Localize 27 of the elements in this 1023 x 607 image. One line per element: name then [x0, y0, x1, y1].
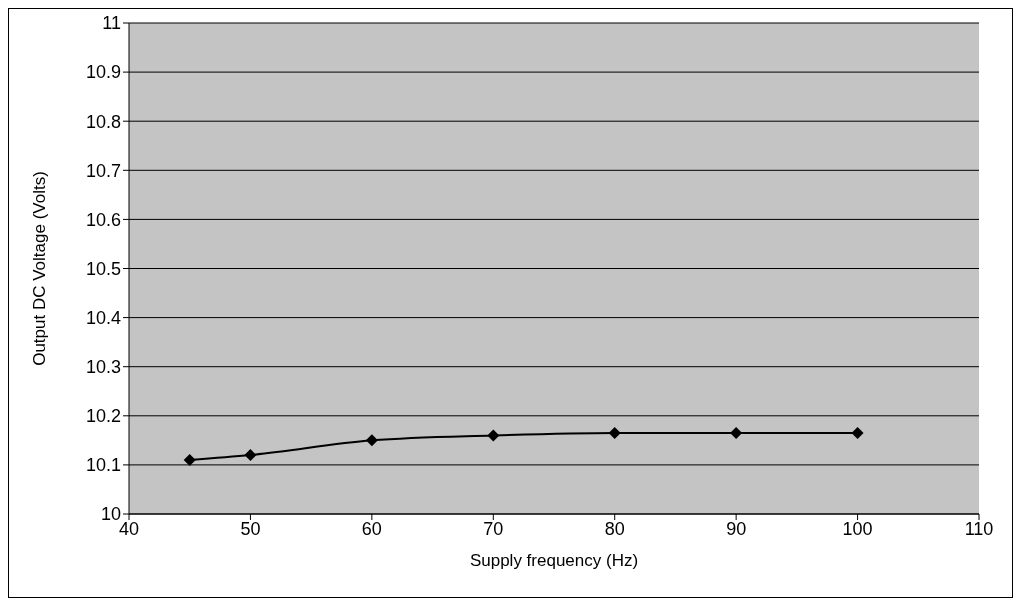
y-tick-label: 10.6	[85, 209, 121, 230]
x-tick-label: 80	[604, 518, 625, 539]
y-tick-label: 10.7	[85, 160, 121, 181]
x-tick-label: 110	[964, 518, 994, 539]
x-tick-label: 40	[118, 518, 140, 539]
y-tick-label: 10.3	[85, 357, 121, 378]
y-tick-label: 11	[102, 13, 121, 34]
x-axis-title: Supply frequency (Hz)	[469, 551, 639, 570]
y-tick-label: 10.5	[85, 258, 121, 279]
y-tick-label: 10.1	[85, 455, 121, 476]
x-tick-label: 70	[483, 518, 504, 539]
y-axis-title: Output DC Voltage (Volts)	[30, 171, 50, 366]
y-tick-label: 10.8	[85, 111, 121, 132]
y-tick-label: 10.9	[85, 62, 121, 83]
x-tick-label: 50	[240, 518, 261, 539]
point	[608, 426, 621, 439]
point	[244, 449, 257, 462]
point	[183, 453, 196, 466]
y-tick-label: 10	[100, 504, 121, 525]
y-tick-label: 10.2	[85, 406, 121, 427]
y-tick-label: 10.4	[85, 307, 121, 328]
x-tick-label: 100	[842, 518, 873, 539]
point	[365, 434, 378, 447]
point	[487, 429, 500, 442]
x-tick-label: 90	[726, 518, 747, 539]
point	[851, 426, 864, 439]
x-tick-label: 60	[361, 518, 382, 539]
